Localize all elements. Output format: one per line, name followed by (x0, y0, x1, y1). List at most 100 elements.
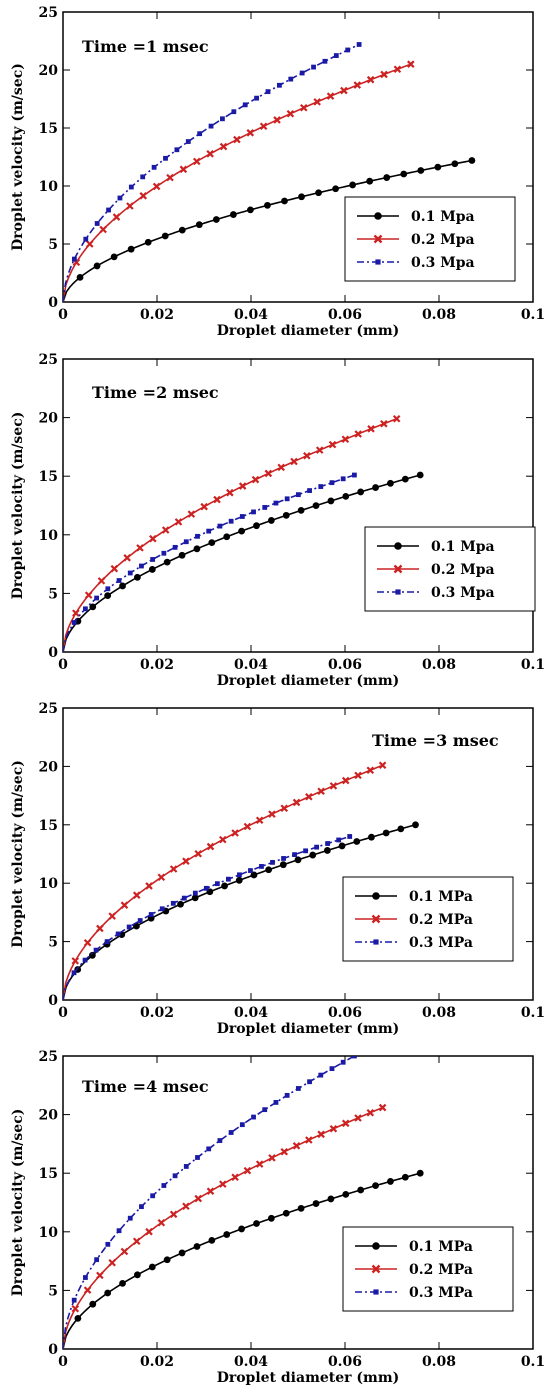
time-annotation: Time =4 msec (82, 1077, 209, 1096)
data-point (203, 885, 209, 891)
data-point (126, 924, 132, 930)
data-point (134, 1271, 141, 1279)
data-point (108, 1258, 116, 1267)
data-point (200, 502, 208, 511)
data-point (148, 1263, 156, 1271)
data-point (341, 1119, 350, 1128)
data-point (217, 523, 223, 529)
data-point (264, 469, 273, 478)
y-tick-label: 20 (39, 1108, 59, 1124)
data-point (148, 912, 154, 917)
data-point (288, 76, 294, 82)
time-annotation: Time =3 msec (372, 731, 499, 750)
data-point (356, 42, 362, 47)
data-point (206, 150, 214, 158)
data-point (195, 221, 203, 229)
x-tick-label: 0.1 (521, 1005, 545, 1021)
data-point (163, 558, 171, 566)
data-point (333, 53, 339, 58)
data-point (231, 829, 239, 837)
data-point (226, 488, 234, 497)
x-tick-label: 0.08 (422, 1354, 456, 1370)
legend-label: 0.3 MPa (409, 935, 473, 951)
data-point (127, 245, 135, 253)
x-tick-label: 0.06 (328, 1005, 362, 1021)
data-point (372, 1182, 379, 1190)
data-point (228, 1130, 234, 1135)
data-point (231, 109, 237, 115)
data-point (380, 419, 388, 428)
data-point (89, 1300, 97, 1308)
data-point (400, 170, 408, 178)
data-point (401, 1173, 409, 1181)
data-point (116, 1228, 122, 1234)
data-point (284, 1092, 290, 1098)
data-point (128, 184, 134, 190)
data-point (468, 157, 476, 164)
data-point (323, 847, 331, 854)
data-point (192, 890, 198, 896)
y-tick-label: 25 (39, 701, 58, 717)
series-line (63, 474, 355, 652)
data-point (178, 551, 186, 559)
y-axis-label: Droplet velocity (m/sec) (10, 760, 26, 948)
data-point (170, 900, 176, 906)
data-point (329, 480, 335, 486)
y-tick-label: 5 (48, 1283, 58, 1299)
legend-marker (394, 542, 402, 550)
data-point (294, 856, 302, 864)
data-point (238, 1225, 246, 1233)
y-axis-label: Droplet velocity (m/sec) (10, 1109, 26, 1297)
data-point (313, 98, 321, 106)
data-point (71, 1304, 80, 1313)
legend-label: 0.1 Mpa (411, 209, 475, 225)
data-point (145, 882, 153, 890)
plot-frame (62, 358, 534, 653)
data-point (329, 1124, 338, 1133)
legend-label: 0.3 Mpa (411, 255, 475, 271)
data-point (303, 451, 311, 460)
data-point (366, 766, 375, 775)
x-tick-label: 0.02 (140, 1005, 174, 1021)
data-point (416, 471, 424, 479)
x-tick-label: 0.06 (328, 1354, 362, 1370)
data-point (270, 859, 275, 865)
data-point (347, 834, 353, 839)
data-point (139, 563, 144, 569)
data-point (161, 526, 170, 534)
data-point (208, 1236, 216, 1244)
data-point (127, 570, 133, 576)
y-tick-label: 15 (39, 818, 58, 834)
data-point (286, 109, 295, 118)
y-tick-label: 0 (48, 645, 58, 661)
data-point (254, 95, 260, 101)
plot-frame (62, 11, 534, 303)
data-point (393, 65, 402, 74)
data-point (341, 435, 350, 444)
data-point (284, 496, 290, 502)
series-1 (63, 1169, 424, 1349)
data-point (372, 484, 379, 491)
x-tick-label: 0.04 (234, 1005, 268, 1021)
x-axis-label: Droplet diameter (mm) (217, 323, 400, 339)
data-point (166, 173, 174, 182)
data-point (417, 167, 425, 174)
x-tick-label: 0 (58, 1354, 68, 1370)
data-point (217, 1138, 223, 1143)
legend-label: 0.3 MPa (409, 1285, 473, 1301)
data-point (279, 861, 287, 869)
x-tick-label: 0.1 (521, 1354, 545, 1370)
data-point (341, 776, 350, 785)
data-point (228, 518, 234, 524)
data-point (71, 957, 80, 965)
x-tick-label: 0.04 (234, 307, 268, 323)
data-point (223, 1231, 231, 1238)
data-point (229, 211, 237, 218)
data-point (97, 577, 106, 585)
data-point (172, 1173, 178, 1179)
data-point (357, 488, 365, 496)
data-point (94, 221, 100, 226)
legend-label: 0.1 MPa (409, 889, 473, 905)
x-tick-label: 0.02 (140, 1354, 174, 1370)
series-line (63, 1056, 355, 1349)
